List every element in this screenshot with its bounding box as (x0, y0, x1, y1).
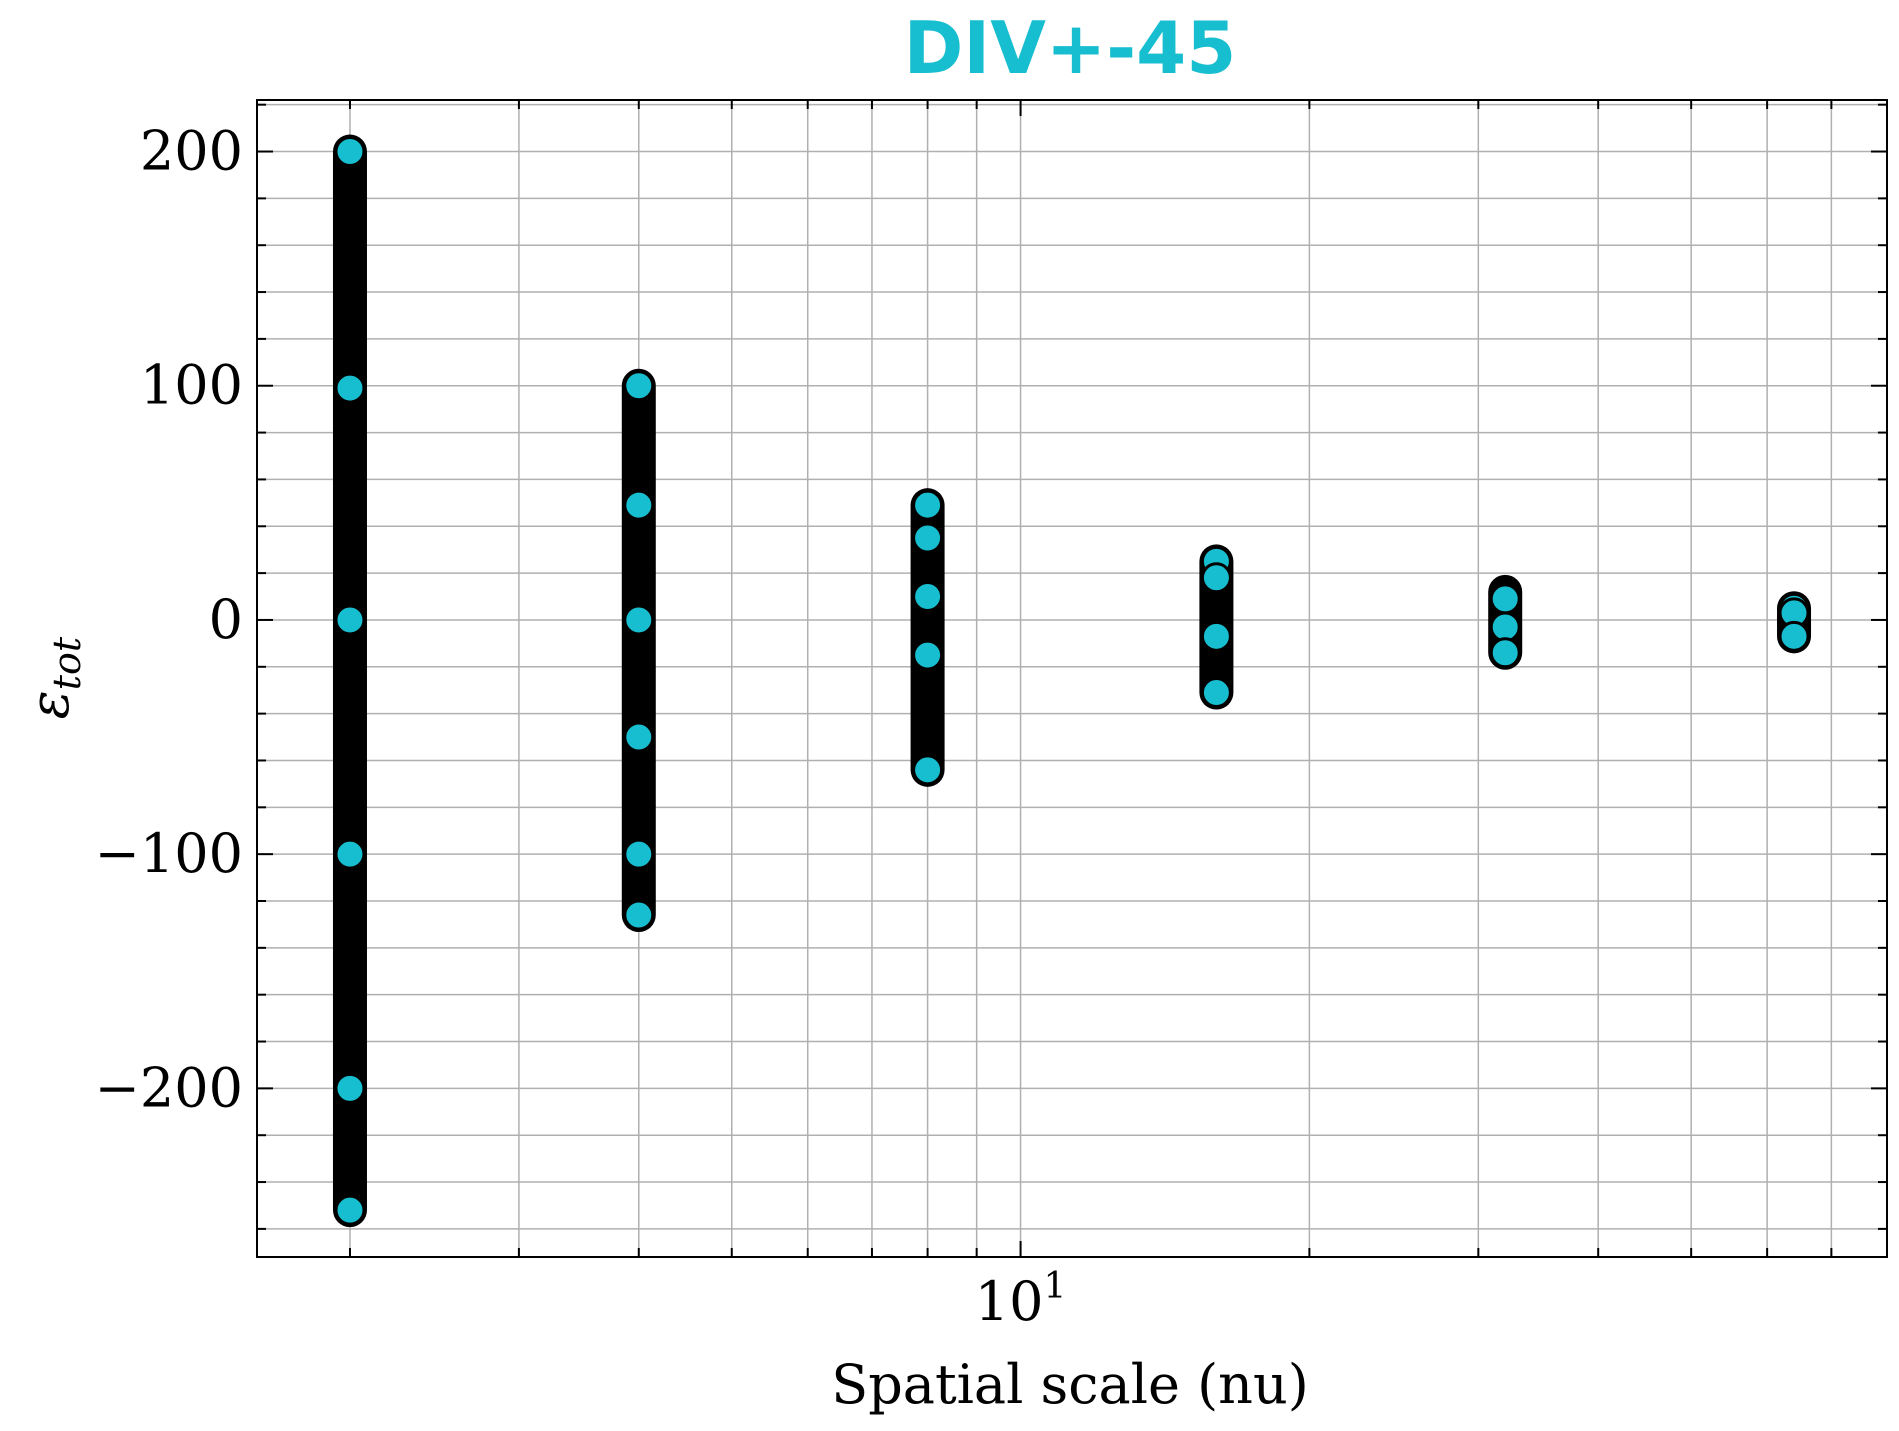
data-point (334, 372, 366, 404)
data-point (1200, 620, 1232, 652)
y-axis-label-subscript: tot (45, 636, 89, 690)
svg-text:εtot: εtot (18, 636, 89, 719)
y-tick-label: 200 (140, 120, 243, 183)
y-tick-label: 0 (209, 588, 243, 651)
data-point (623, 838, 655, 870)
data-point (1489, 637, 1521, 669)
data-point (334, 838, 366, 870)
data-point (912, 639, 944, 671)
data-point (623, 489, 655, 521)
y-tick-label: 100 (140, 354, 243, 417)
tick-labels: 200 100 0 −100 −200 101 (95, 120, 1067, 1333)
data-point (623, 721, 655, 753)
y-axis-label-symbol: ε (18, 690, 81, 719)
data-point (912, 754, 944, 786)
data-point (1200, 677, 1232, 709)
data-point (623, 899, 655, 931)
y-axis-label: εtot (18, 636, 89, 719)
data-point (623, 604, 655, 636)
data-point (1489, 611, 1521, 643)
data-point (1200, 562, 1232, 594)
y-tick-label: −200 (95, 1056, 243, 1119)
data-point (1778, 620, 1810, 652)
data-point (912, 581, 944, 613)
data-point (912, 489, 944, 521)
x-axis-label: Spatial scale (nu) (831, 1353, 1309, 1416)
data-point (334, 136, 366, 168)
grid-lines (257, 100, 1888, 1257)
y-tick-label: −100 (95, 822, 243, 885)
data-point (334, 1194, 366, 1226)
axis-ticks (257, 100, 1888, 1257)
data-point (912, 522, 944, 554)
data-point (623, 370, 655, 402)
plot-frame (256, 99, 1888, 1258)
data-point (1489, 583, 1521, 615)
chart-title: DIV+-45 (904, 6, 1237, 90)
x-tick-label: 101 (975, 1266, 1067, 1333)
data-point (334, 604, 366, 636)
data-marks (332, 134, 1812, 1228)
data-point (334, 1072, 366, 1104)
